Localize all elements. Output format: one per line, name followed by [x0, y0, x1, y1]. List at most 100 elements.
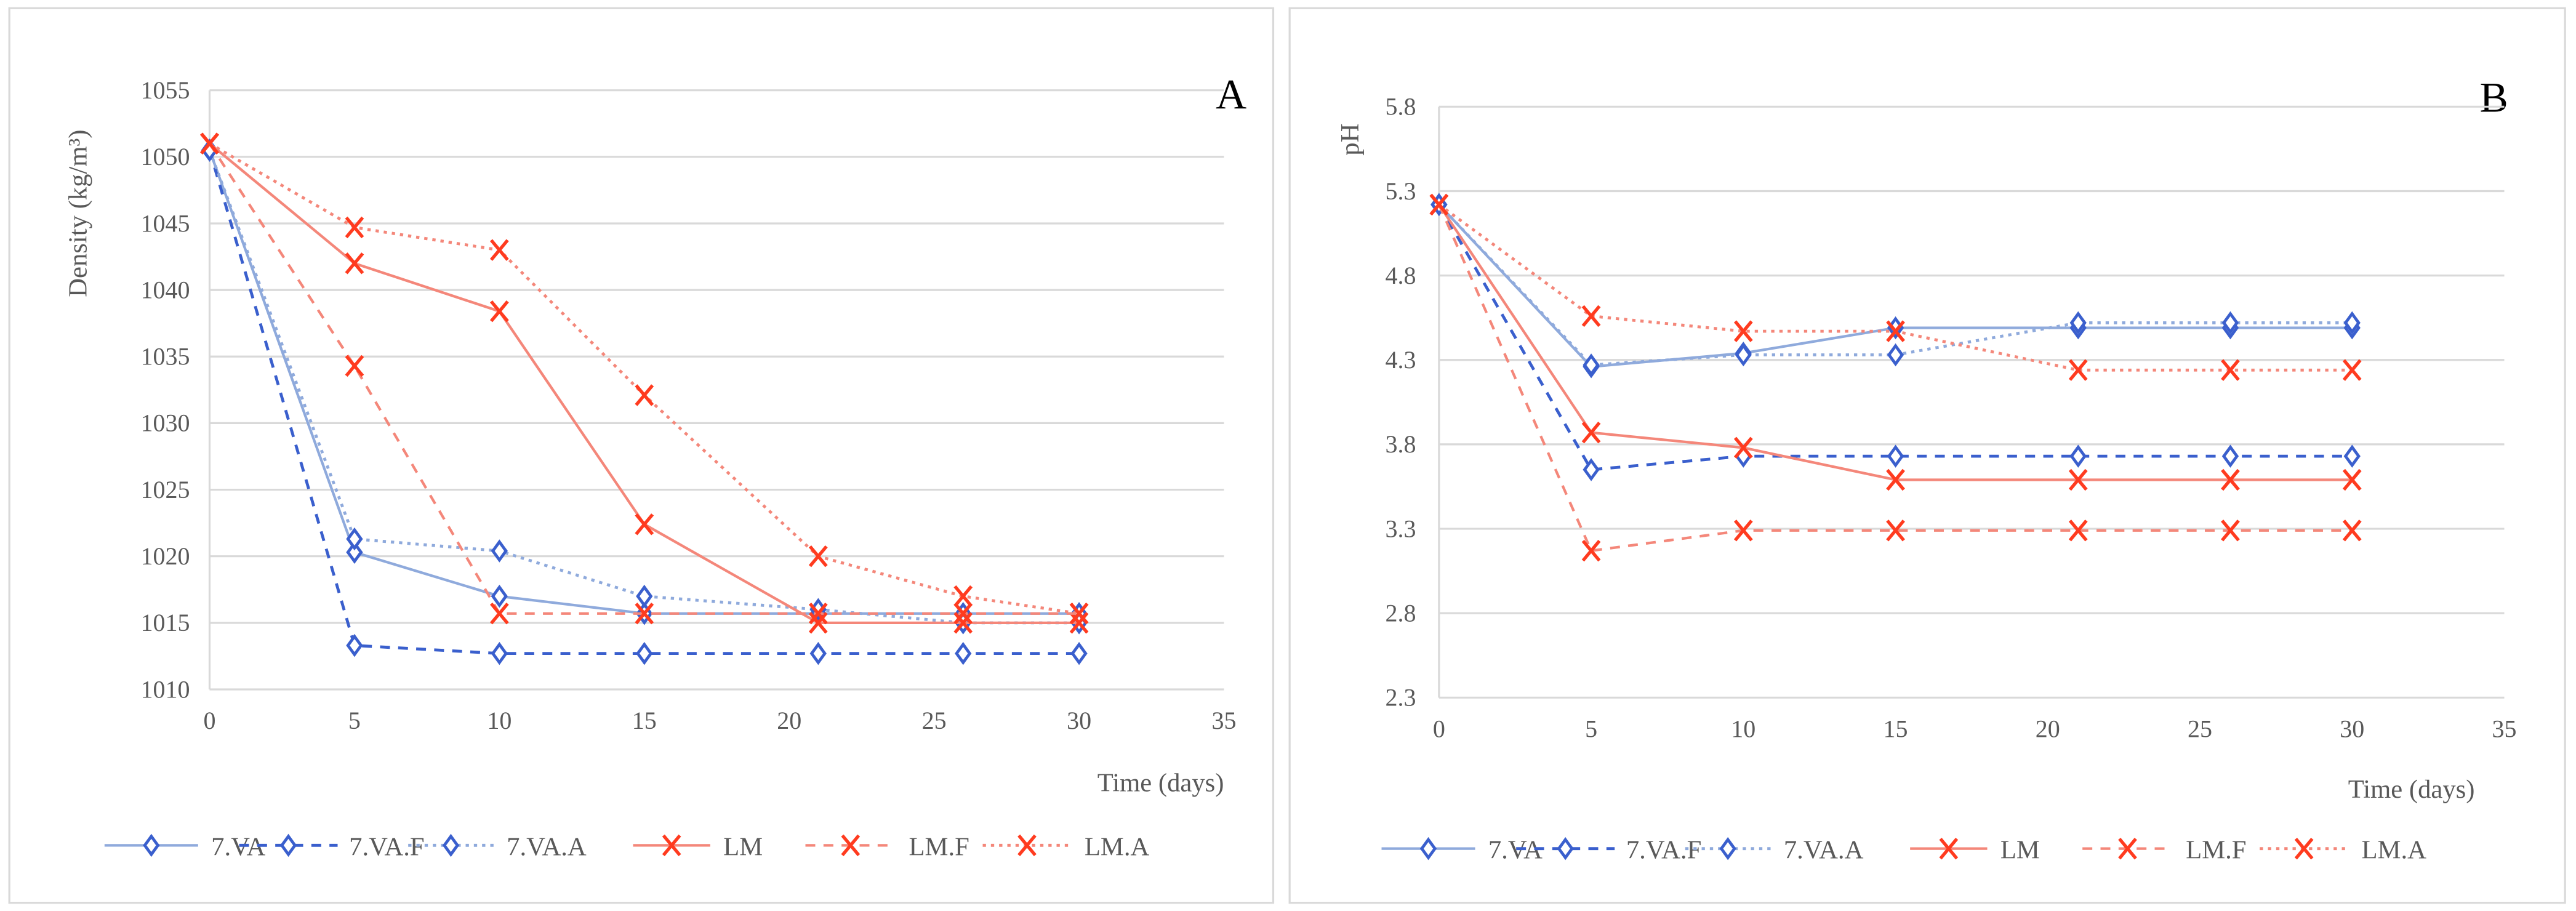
data-point	[953, 612, 973, 634]
panel-b-x-tick-label: 25	[2188, 715, 2212, 742]
panel-a-series-7-va-f	[201, 138, 1088, 665]
legend-label: 7.VA.F	[349, 832, 425, 861]
data-point	[345, 355, 364, 377]
data-point	[2221, 444, 2239, 468]
panel-b-y-tick-label: 4.3	[1386, 346, 1416, 374]
data-point	[345, 252, 364, 275]
data-point	[1887, 343, 1904, 367]
data-point	[1583, 458, 1600, 481]
panel-a-y-tick-label: 1040	[141, 276, 190, 303]
legend-label: 7.VA.A	[507, 832, 587, 861]
data-point	[955, 641, 972, 665]
data-point	[489, 239, 509, 261]
data-point	[1886, 468, 1905, 491]
data-point	[635, 513, 654, 536]
panel-a-y-tick-label: 1025	[141, 476, 190, 504]
panel-b-x-tick-label: 0	[1433, 715, 1445, 742]
data-point	[346, 540, 363, 564]
data-point	[489, 300, 509, 323]
legend-label: LM.A	[1085, 832, 1150, 861]
data-point	[808, 603, 828, 625]
panel-b-y-tick-label: 3.8	[1386, 430, 1416, 458]
panel-a-y-tick-label: 1050	[141, 143, 190, 171]
panel-b-series-7-va-a	[1430, 193, 2361, 377]
panel-b-series-lm-a	[1429, 193, 2362, 381]
panel-a-y-axis-label: Density (kg/m³)	[64, 130, 93, 297]
panel-b-series-lm-f	[1429, 193, 2362, 562]
data-point	[1070, 641, 1088, 665]
panel-b-x-tick-label: 10	[1731, 715, 1755, 742]
data-point	[635, 603, 654, 625]
panel-a-y-tick-label: 1030	[141, 409, 190, 437]
panel-b-x-tick-label: 30	[2340, 715, 2364, 742]
data-point	[1733, 520, 1753, 542]
panel-b-x-tick-label: 5	[1585, 715, 1597, 742]
legend-label: LM.A	[2362, 836, 2427, 865]
data-point	[1887, 444, 1904, 468]
data-point	[2068, 359, 2088, 381]
panel-b-y-tick-label: 3.3	[1386, 515, 1416, 542]
panel-b-y-tick-label: 4.8	[1386, 262, 1416, 289]
panel-a-x-tick-label: 0	[204, 707, 216, 734]
panel-b-legend-item-lm: LM	[1910, 836, 2040, 865]
legend-marker	[2294, 837, 2314, 860]
legend-label: 7.VA	[1488, 836, 1543, 865]
legend-marker	[279, 833, 297, 857]
legend-marker	[1939, 837, 1959, 860]
panel-b-y-axis-label: pH	[1336, 124, 1365, 156]
panel-a-letter: A	[1216, 70, 1246, 118]
panel-a-legend-item-lm-a: LM.A	[982, 832, 1150, 861]
data-point	[1429, 193, 1449, 216]
panel-b-x-axis-label: Time (days)	[2348, 775, 2475, 804]
panel-a-series-lm-a	[200, 132, 1089, 625]
panel-a-x-tick-label: 15	[632, 707, 657, 734]
legend-marker	[1419, 837, 1437, 861]
data-point	[2069, 311, 2087, 335]
data-point	[1735, 343, 1752, 367]
data-point	[1581, 421, 1601, 444]
panel-b-y-tick-label: 2.8	[1386, 600, 1416, 627]
panel-a-x-tick-label: 30	[1067, 707, 1091, 734]
data-point	[345, 216, 364, 239]
data-point	[636, 584, 653, 608]
data-point	[809, 641, 827, 665]
legend-label: LM	[2000, 836, 2040, 865]
data-point	[953, 585, 973, 608]
panel-b-y-tick-label: 5.8	[1386, 93, 1416, 121]
panel-a-x-tick-label: 5	[348, 707, 361, 734]
panel-b-legend-item-7-va-f: 7.VA.F	[1516, 836, 1701, 865]
data-point	[635, 384, 654, 406]
data-point	[808, 612, 828, 634]
data-point	[1581, 539, 1601, 562]
data-point	[491, 641, 508, 665]
legend-label: LM.F	[909, 832, 969, 861]
legend-marker	[1557, 837, 1574, 861]
panel-a-legend-item-lm-f: LM.F	[805, 832, 969, 861]
legend-label: 7.VA	[211, 832, 265, 861]
panel-a-y-tick-label: 1055	[141, 76, 190, 104]
legend-marker	[1719, 837, 1736, 861]
data-point	[2221, 359, 2240, 381]
data-point	[2343, 444, 2361, 468]
panel-b-legend-item-7-va: 7.VA	[1381, 836, 1543, 865]
data-point	[2342, 359, 2362, 381]
panel-a-density-chart: A Density (kg/m³) Time (days) 1010101510…	[8, 7, 1275, 904]
panel-a-x-tick-label: 25	[922, 707, 947, 734]
legend-label: LM	[723, 832, 763, 861]
panel-b-x-tick-label: 15	[1884, 715, 1908, 742]
panel-a-x-axis-label: Time (days)	[1097, 768, 1224, 797]
data-point	[1069, 603, 1089, 625]
panel-b-y-tick-label: 5.3	[1386, 177, 1416, 205]
panel-b-series-lm	[1429, 193, 2362, 491]
panel-a-x-tick-label: 20	[777, 707, 801, 734]
panel-b-y-tick-label: 2.3	[1386, 684, 1416, 712]
data-point	[1581, 305, 1601, 327]
panel-a-legend-item-7-va-f: 7.VA.F	[239, 832, 425, 861]
legend-label: LM.F	[2186, 836, 2246, 865]
data-point	[2068, 520, 2088, 542]
legend-label: 7.VA.F	[1626, 836, 1702, 865]
data-point	[346, 633, 363, 657]
data-point	[1733, 436, 1753, 459]
legend-marker	[841, 834, 861, 857]
data-point	[200, 132, 219, 155]
